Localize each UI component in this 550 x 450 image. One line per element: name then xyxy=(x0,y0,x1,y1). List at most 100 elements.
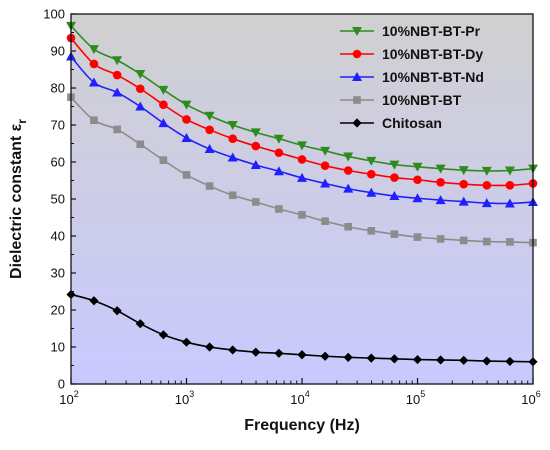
data-point xyxy=(273,166,284,176)
data-point xyxy=(275,205,283,213)
x-tick-label: 106 xyxy=(521,389,540,407)
legend-marker xyxy=(352,49,362,59)
data-point xyxy=(88,77,99,87)
data-point xyxy=(181,337,192,347)
data-point xyxy=(297,172,307,182)
data-point xyxy=(390,230,399,238)
data-point xyxy=(297,155,307,164)
data-point xyxy=(505,356,515,367)
legend-label: 10%NBT-BT-Pr xyxy=(382,23,481,39)
data-point xyxy=(482,237,491,246)
data-point xyxy=(481,166,492,176)
data-point xyxy=(320,178,331,188)
data-point xyxy=(113,125,121,134)
y-tick-label: 70 xyxy=(51,118,65,133)
data-point xyxy=(112,87,123,97)
data-point xyxy=(458,196,469,206)
series-10-nbt-bt-pr xyxy=(66,21,538,176)
data-point xyxy=(366,353,376,363)
data-point xyxy=(159,156,168,164)
x-axis-title: Frequency (Hz) xyxy=(244,417,360,434)
data-point xyxy=(251,347,261,357)
y-tick-label: 20 xyxy=(51,303,65,318)
data-point xyxy=(412,193,423,203)
data-point xyxy=(297,141,307,151)
y-tick-label: 90 xyxy=(51,44,65,59)
data-point xyxy=(89,296,99,306)
legend-marker xyxy=(352,27,362,36)
data-point xyxy=(367,169,376,179)
y-axis-title: Dielectric constant εr xyxy=(8,119,29,279)
data-point xyxy=(389,354,400,364)
data-point xyxy=(504,198,515,208)
legend-item: 10%NBT-BT-Pr xyxy=(340,23,481,39)
data-point xyxy=(436,178,445,187)
data-point xyxy=(135,319,145,329)
data-point xyxy=(182,115,191,124)
data-point xyxy=(321,217,329,225)
data-point xyxy=(204,111,215,121)
data-point xyxy=(389,191,400,201)
data-point xyxy=(205,342,215,352)
data-point xyxy=(204,144,215,154)
data-point xyxy=(205,182,214,190)
data-point xyxy=(459,236,468,245)
data-point xyxy=(227,152,238,162)
legend-marker xyxy=(353,96,361,104)
data-point xyxy=(297,350,307,360)
legend-item: 10%NBT-BT xyxy=(340,92,462,108)
data-point xyxy=(482,181,492,190)
data-point xyxy=(343,166,353,175)
data-point xyxy=(390,173,399,182)
data-point xyxy=(505,181,515,190)
data-point xyxy=(482,356,492,366)
data-point xyxy=(459,355,469,365)
x-tick-label: 105 xyxy=(406,389,425,407)
data-point xyxy=(158,85,169,95)
data-point xyxy=(205,125,214,135)
y-tick-label: 40 xyxy=(51,229,65,244)
y-tick-label: 50 xyxy=(51,192,65,207)
data-point xyxy=(389,160,400,170)
data-point xyxy=(135,101,146,111)
data-point xyxy=(504,166,515,176)
series-10-nbt-bt-nd xyxy=(66,51,538,208)
data-point xyxy=(481,198,492,208)
y-axis-title-sub: r xyxy=(15,119,29,124)
data-point xyxy=(435,164,446,174)
data-point xyxy=(228,134,238,143)
data-point xyxy=(158,330,169,340)
data-point xyxy=(251,141,261,151)
data-point xyxy=(135,69,146,79)
data-point xyxy=(227,121,238,130)
y-axis-title-main: Dielectric constant ε xyxy=(8,123,25,279)
legend-item: 10%NBT-BT-Dy xyxy=(340,46,483,62)
y-tick-label: 30 xyxy=(51,266,65,281)
data-point xyxy=(366,156,377,166)
data-point xyxy=(458,166,469,176)
data-point xyxy=(298,211,306,219)
data-point xyxy=(412,162,423,172)
data-point xyxy=(320,146,331,156)
legend: 10%NBT-BT-Pr 10%NBT-BT-Dy 10%NBT-BT-Nd 10%N… xyxy=(340,23,484,131)
data-point xyxy=(181,100,192,110)
y-tick-label: 0 xyxy=(58,377,65,392)
data-point xyxy=(273,134,284,144)
data-point xyxy=(506,238,514,246)
data-point xyxy=(136,140,145,149)
x-tick-label: 102 xyxy=(59,389,78,407)
data-point xyxy=(112,70,122,80)
series-chitosan xyxy=(66,289,538,367)
series-10-nbt-bt-dy xyxy=(66,33,538,190)
data-point xyxy=(343,183,354,193)
data-point xyxy=(413,175,422,185)
legend-item: Chitosan xyxy=(340,115,442,131)
legend-label: Chitosan xyxy=(382,115,442,131)
data-point xyxy=(158,118,169,128)
legend-label: 10%NBT-BT-Dy xyxy=(382,46,483,62)
y-tick-label: 10 xyxy=(51,340,65,355)
y-tick-label: 80 xyxy=(51,81,65,96)
data-point xyxy=(251,198,260,206)
data-point xyxy=(112,306,122,316)
